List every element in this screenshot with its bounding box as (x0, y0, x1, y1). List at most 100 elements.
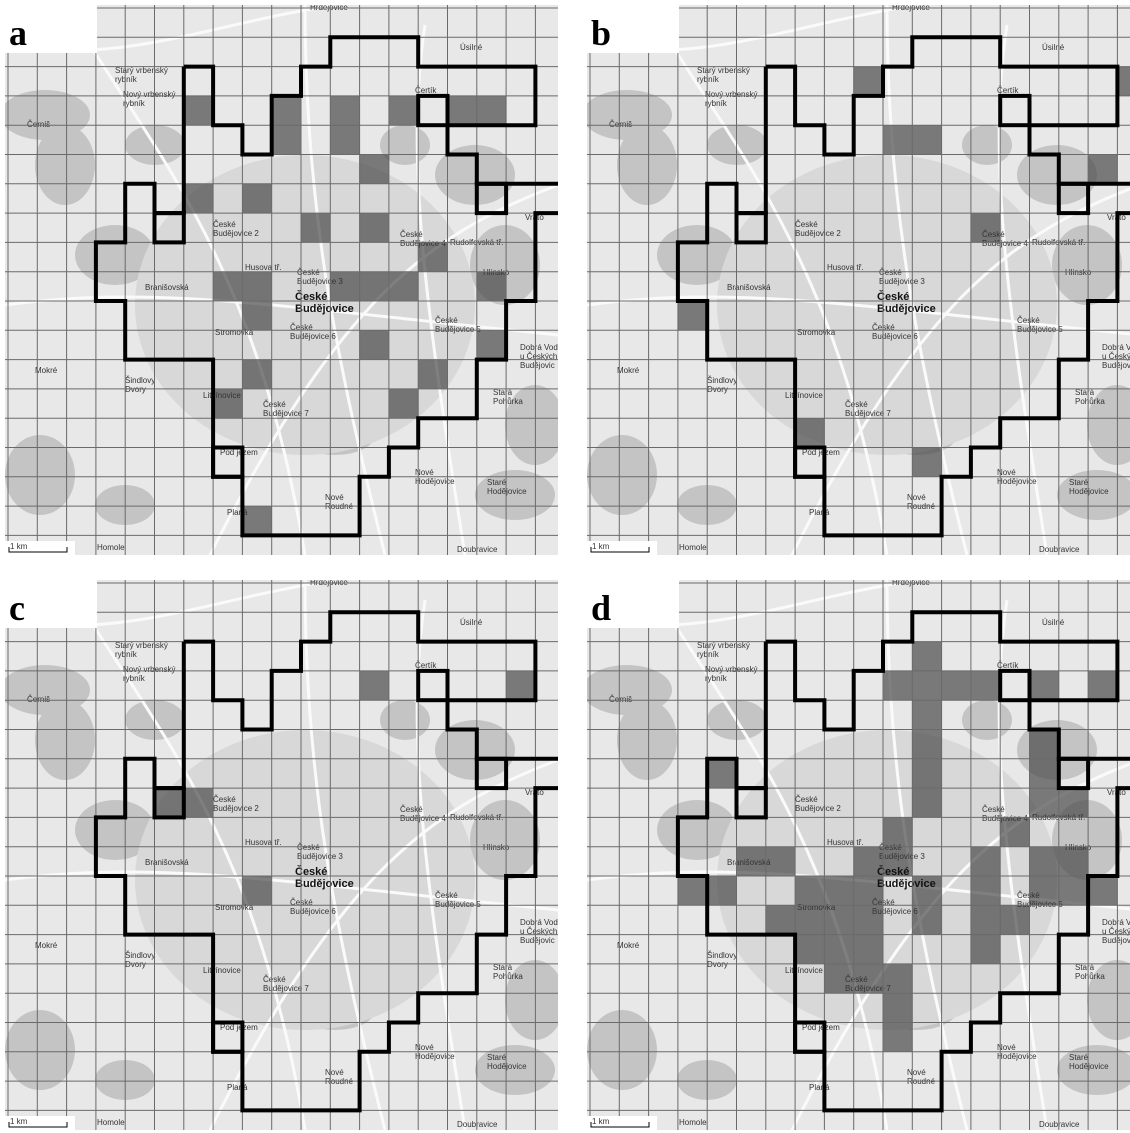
scale-label: 1 km (10, 542, 28, 551)
place-label: Budějovice 7 (845, 409, 891, 418)
land-area (35, 125, 95, 205)
map-panel: HrdějoviceÚsilnéStarý vrbenskýrybníkNový… (582, 578, 1130, 1133)
place-label: Dvory (125, 385, 146, 394)
place-label: Dobrá Voda (520, 343, 563, 352)
place-label: Nové (907, 493, 926, 502)
place-label: České (1017, 891, 1040, 900)
place-label: Úsilné (1042, 618, 1065, 627)
highlighted-cell (213, 272, 242, 301)
highlighted-cell (883, 1023, 912, 1052)
place-label: Dvory (707, 385, 728, 394)
highlighted-cell (912, 759, 941, 788)
highlighted-cell (389, 272, 418, 301)
map-panel: HrdějoviceÚsilnéStarý vrbenskýrybníkNový… (0, 578, 565, 1133)
place-label: Hodějovice (415, 1052, 455, 1061)
highlighted-cell (330, 125, 359, 154)
highlighted-cell (912, 700, 941, 729)
highlighted-cell (506, 671, 535, 700)
place-label: Hodějovice (487, 487, 527, 496)
highlighted-cell (912, 730, 941, 759)
land-area (962, 700, 1012, 740)
place-label: Budějovice 5 (1017, 325, 1063, 334)
land-area (470, 800, 540, 880)
place-label: Hodějovice (487, 1062, 527, 1071)
place-label: Stromovka (797, 328, 836, 337)
place-label: Úsilné (460, 43, 483, 52)
place-label: Šindlovy (707, 376, 737, 385)
highlighted-cell (477, 96, 506, 125)
place-label: Budějovice 4 (982, 239, 1028, 248)
highlighted-cell (301, 213, 330, 242)
highlighted-cell (795, 876, 824, 905)
place-label: Budějovice 7 (263, 409, 309, 418)
place-label: Budějovice 5 (435, 325, 481, 334)
place-label: Mokré (35, 366, 58, 375)
place-label: rybník (705, 99, 728, 108)
place-label: Budějovice 7 (263, 984, 309, 993)
place-label: rybník (123, 674, 146, 683)
highlighted-cell (1059, 876, 1088, 905)
place-label: Černiš (27, 695, 50, 704)
place-label: Starý vrbenský (115, 641, 168, 650)
place-label: České (297, 268, 320, 277)
place-label: Dvory (125, 960, 146, 969)
land-area (962, 125, 1012, 165)
place-label: Dobrá Voda (520, 918, 563, 927)
place-label: České (1017, 316, 1040, 325)
place-label: Hodějovice (997, 477, 1037, 486)
highlighted-cell (448, 96, 477, 125)
place-label: Branišovská (145, 283, 189, 292)
place-label: Nový vrbenský (705, 90, 757, 99)
highlighted-cell (1030, 847, 1059, 876)
place-label: Branišovská (727, 283, 771, 292)
place-label: Šindlovy (125, 951, 155, 960)
figure: HrdějoviceÚsilnéStarý vrbenskýrybníkNový… (0, 0, 1130, 1133)
place-label: Budějovic (520, 361, 555, 370)
highlighted-cell (707, 759, 736, 788)
highlighted-cell (883, 671, 912, 700)
place-label: rybník (115, 650, 138, 659)
place-label: Doubravice (457, 545, 498, 554)
highlighted-cell (971, 671, 1000, 700)
place-label: Homole (679, 543, 707, 552)
place-label: České (982, 230, 1005, 239)
place-label: Hodějovice (415, 477, 455, 486)
land-area (617, 700, 677, 780)
highlighted-cell (678, 301, 707, 330)
land-area (380, 700, 430, 740)
place-label: Budějovice 2 (213, 229, 259, 238)
highlighted-cell (1030, 759, 1059, 788)
highlighted-cell (678, 876, 707, 905)
place-label: Branišovská (727, 858, 771, 867)
place-label: České (435, 316, 458, 325)
place-label: Planá (809, 508, 830, 517)
place-label: Budějovice 2 (213, 804, 259, 813)
place-label: Budějovice 6 (290, 907, 336, 916)
place-label: Staré (487, 478, 507, 487)
place-label: Pohůrka (1075, 972, 1105, 981)
highlighted-cell (854, 67, 883, 96)
panel-label: c (9, 588, 25, 628)
highlighted-cell (824, 935, 853, 964)
panel-label: a (9, 13, 27, 53)
place-label: České (435, 891, 458, 900)
highlighted-cell (766, 905, 795, 934)
place-label: Budějovice 4 (400, 239, 446, 248)
place-label: Budějovice (295, 878, 354, 890)
highlighted-cell (854, 935, 883, 964)
highlighted-cell (1088, 671, 1117, 700)
place-label: Doubravice (1039, 545, 1080, 554)
highlighted-cell (824, 876, 853, 905)
place-label: Budějovice (295, 303, 354, 315)
highlighted-cell (242, 184, 271, 213)
place-label: Úsilné (460, 618, 483, 627)
place-label: Mokré (617, 941, 640, 950)
place-label: Doubravice (1039, 1120, 1080, 1129)
highlighted-cell (155, 788, 184, 817)
place-label: Stromovka (797, 903, 836, 912)
place-label: Nový vrbenský (123, 90, 175, 99)
place-label: Budějovice 2 (795, 229, 841, 238)
place-label: Budějovice 3 (879, 277, 925, 286)
place-label: Starý vrbenský (697, 66, 750, 75)
